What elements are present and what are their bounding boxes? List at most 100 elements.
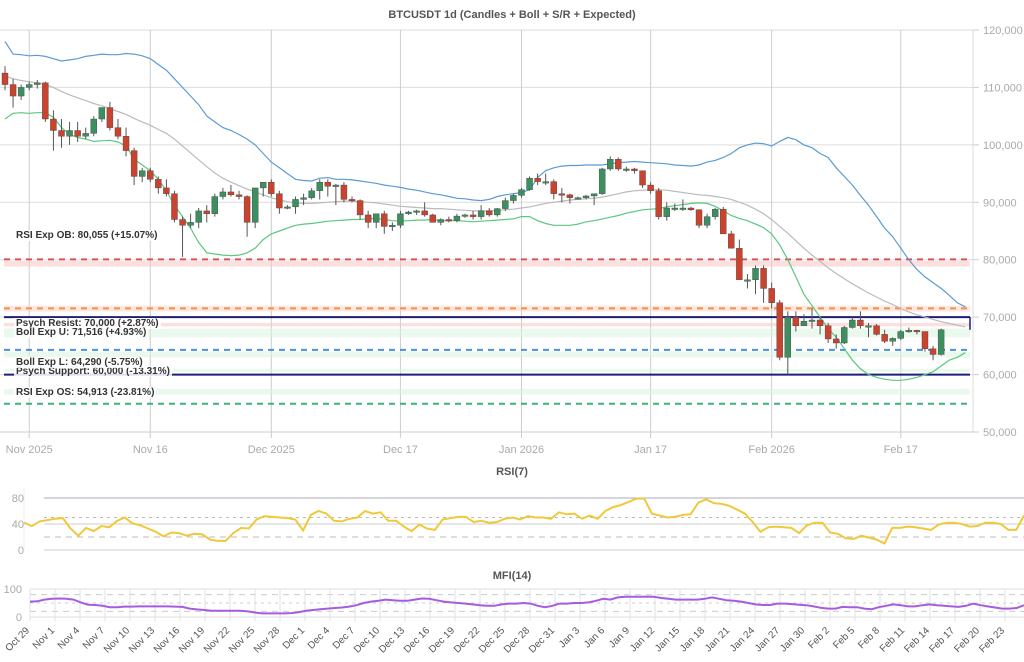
candle-body — [889, 338, 896, 342]
candle-body — [849, 319, 856, 328]
mfi-x-tick: Nov 28 — [252, 625, 282, 655]
annotation-boll-exp-l: Boll Exp L: 64,290 (-5.75%) — [14, 357, 145, 368]
candle-body — [865, 325, 872, 328]
candle-body — [800, 320, 808, 326]
candle-body — [211, 196, 219, 214]
mfi-x-tick: Dec 22 — [452, 625, 482, 655]
candle-body — [155, 179, 162, 189]
mfi-x-tick: Jan 12 — [628, 625, 657, 654]
annotation-psych-support: Psych Support: 60,000 (-13.31%) — [14, 366, 172, 377]
chart-title: BTCUSDT 1d (Candles + Boll + S/R + Expec… — [388, 9, 636, 21]
candle-body — [477, 210, 485, 217]
candle-body — [195, 210, 202, 223]
candle-body — [469, 214, 477, 217]
candle-body — [227, 191, 235, 196]
candle-body — [243, 196, 251, 223]
mfi-x-tick: Jan 6 — [582, 625, 607, 650]
zone-band — [4, 322, 970, 327]
candle-body — [34, 82, 41, 85]
candle-body — [607, 159, 614, 170]
candle-body — [792, 316, 800, 326]
candle-body — [623, 168, 630, 171]
mfi-x-tick: Dec 4 — [306, 625, 333, 652]
boll-upper-line — [4, 41, 966, 308]
candle-body — [486, 210, 493, 216]
mfi-x-tick: Nov 25 — [227, 625, 257, 655]
candle-body — [260, 181, 267, 189]
candle-body — [74, 130, 81, 137]
candle-body — [106, 107, 114, 128]
mfi-line — [29, 595, 1024, 615]
candle-body — [300, 197, 307, 200]
mfi-x-tick: Jan 30 — [778, 625, 807, 654]
candle-body — [687, 207, 695, 210]
mfi-x-tick: Oct 29 — [4, 625, 33, 654]
candle-body — [558, 193, 566, 196]
candle-body — [518, 189, 525, 196]
candle-body — [542, 181, 549, 184]
mfi-panel-title: MFI(14) — [492, 570, 532, 582]
candle-body — [381, 213, 388, 227]
candle-body — [937, 329, 945, 355]
candle-body — [881, 334, 888, 342]
x-tick-label: Feb 2026 — [748, 444, 794, 456]
mfi-y-tick: 100 — [4, 584, 22, 596]
candle-body — [744, 279, 751, 282]
rsi-line — [23, 497, 1024, 545]
candle-body — [833, 338, 840, 344]
x-tick-label: Dec 17 — [383, 444, 418, 456]
candle-body — [171, 193, 178, 220]
candle-body — [647, 184, 654, 192]
candle-body — [203, 210, 210, 214]
candle-body — [582, 195, 590, 198]
candle-body — [235, 194, 243, 197]
candle-body — [138, 170, 146, 177]
candle-body — [98, 107, 106, 120]
mfi-x-tick: Jan 27 — [753, 625, 782, 654]
mfi-x-tick: Dec 1 — [281, 625, 308, 652]
x-tick-label: Dec 2025 — [248, 444, 295, 456]
candle-body — [389, 225, 396, 227]
mfi-x-tick: Dec 25 — [477, 625, 507, 655]
candle-body — [526, 177, 533, 190]
candle-body — [1, 72, 9, 85]
mfi-x-tick: Nov 4 — [56, 625, 83, 652]
candle-body — [82, 133, 89, 137]
candle-body — [736, 248, 743, 281]
candle-body — [857, 319, 864, 326]
rsi-y-tick: 0 — [18, 545, 24, 557]
candle-body — [816, 319, 824, 326]
mfi-y-tick: 0 — [16, 612, 22, 624]
candle-body — [292, 199, 299, 208]
candle-body — [574, 197, 582, 200]
mfi-x-tick: Feb 14 — [902, 625, 932, 655]
mfi-x-tick: Nov 13 — [127, 625, 157, 655]
candle-body — [397, 213, 404, 226]
candle-body — [461, 214, 469, 217]
y-tick-label: 50,000 — [983, 427, 1017, 439]
mfi-x-tick: Feb 2 — [806, 625, 832, 651]
mfi-x-tick: Nov 10 — [102, 625, 132, 655]
mfi-x-tick: Jan 21 — [703, 625, 732, 654]
candle-body — [348, 199, 356, 202]
mfi-x-tick: Feb 23 — [977, 625, 1007, 655]
mfi-x-tick: Dec 16 — [402, 625, 432, 655]
candle-body — [590, 193, 598, 197]
candle-body — [728, 233, 735, 249]
candle-body — [17, 87, 25, 97]
candle-body — [9, 84, 17, 97]
mfi-x-tick: Nov 19 — [177, 625, 207, 655]
candle-body — [276, 193, 283, 209]
candle-body — [437, 219, 444, 223]
rsi-y-tick: 40 — [12, 519, 24, 531]
candle-body — [332, 184, 340, 187]
candle-body — [219, 191, 227, 197]
candle-body — [413, 210, 420, 213]
candle-body — [655, 190, 662, 217]
zone-band — [4, 388, 970, 395]
candle-body — [841, 327, 848, 344]
zone-band — [4, 260, 970, 267]
candle-body — [324, 181, 331, 187]
zone-band — [4, 368, 970, 372]
mfi-x-tick: Jan 24 — [728, 625, 757, 654]
